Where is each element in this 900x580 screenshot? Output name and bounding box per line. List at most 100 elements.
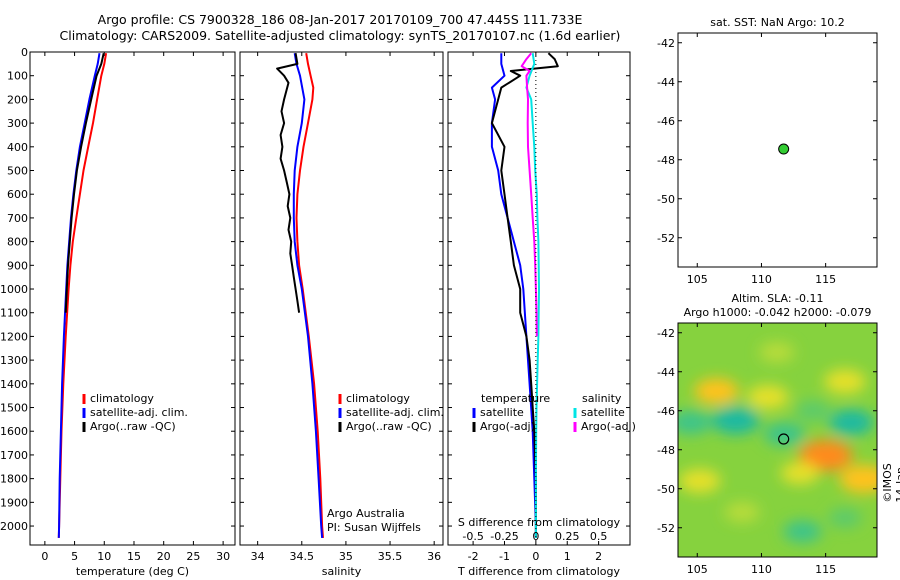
sst-map-title: sat. SST: NaN Argo: 10.2 [710,16,844,29]
depth-tick-label: 0 [21,46,28,59]
imos-stamp-text: ©IMOS 14-Jan-2017 20:41:15 [881,463,900,503]
depth-tick-label: 300 [7,117,28,130]
sla-map-xtick-label: 105 [687,563,708,576]
sst-map-ytick-label: -50 [657,193,675,206]
differences-xtick-label: 2 [595,550,602,563]
sst-map-xtick-label: 115 [815,273,836,286]
sla-feature [724,501,760,523]
differences-x2tick-label: 0.5 [590,530,608,543]
salinity-annotation: Argo Australia [327,507,405,520]
temperature-xtick-label: 15 [127,550,141,563]
salinity-series-line [276,53,301,313]
depth-tick-label: 1900 [0,496,28,509]
temperature-legend-label: Argo(..raw -QC) [90,420,176,433]
sla-feature [711,406,760,435]
salinity-legend-label: satellite-adj. clim. [346,406,444,419]
differences-series-line [490,53,537,538]
sla-map-ytick-label: -44 [657,366,675,379]
plots-layer: 0100200300400500600700800900100011001200… [0,16,878,578]
depth-tick-label: 500 [7,165,28,178]
sst-map-frame [677,32,878,268]
temperature-xtick-label: 20 [157,550,171,563]
differences-x2tick-label: -0.25 [490,530,518,543]
salinity-panel: 34 34.5 35 35.5 36 salinity climatologysatelli… [239,51,444,578]
temperature-frame [29,51,236,546]
differences-legend-label: satellite [581,406,625,419]
salinity-series-line [295,53,324,538]
sla-feature [780,462,820,485]
temperature-xlabel: temperature (deg C) [76,565,189,578]
sst-map-ytick-label: -44 [657,76,675,89]
depth-tick-label: 1100 [0,307,28,320]
differences-series-line [525,53,540,538]
sla-feature [694,378,739,405]
differences-legend-label: Argo(-adj) [480,420,535,433]
sla-map-title: Altim. SLA: -0.11 [731,292,823,305]
differences-xtick-label: 0 [532,550,539,563]
differences-legend-label: Argo(-adj) [581,420,636,433]
sst-map-ytick-label: -48 [657,154,675,167]
differences-xtick-label: -1 [499,550,510,563]
temperature-xtick-label: 25 [186,550,200,563]
salinity-xtick-label: 34.5 [290,550,315,563]
sla-map-xtick-label: 110 [751,563,772,576]
sst-map-ytick-label: -52 [657,232,675,245]
depth-tick-label: 1000 [0,283,28,296]
sla-feature [824,369,866,394]
depth-tick-label: 200 [7,93,28,106]
differences-xlabel: T difference from climatology [457,565,620,578]
depth-tick-label: 1600 [0,425,28,438]
argo-location-marker [778,433,790,445]
sla-feature [783,520,822,543]
depth-tick-label: 2000 [0,520,28,533]
sst-map-ytick-label: -46 [657,115,675,128]
depth-tick-label: 1300 [0,354,28,367]
sla-feature [795,400,831,421]
differences-frame [447,51,631,546]
differences-panel: -2 -1 0 1 2 T difference from climatology -0.5… [447,51,636,578]
sla-feature [828,508,862,528]
differences-series-line [490,52,559,538]
temperature-legend-label: climatology [90,392,154,405]
sla-map-ytick-label: -52 [657,522,675,535]
sla-feature [747,385,789,410]
sla-map-ytick-label: -50 [657,483,675,496]
temperature-xtick-label: 5 [71,550,78,563]
sla-map-frame [677,322,878,558]
salinity-frame [239,51,444,546]
depth-tick-label: 400 [7,141,28,154]
temperature-xtick-label: 30 [216,550,230,563]
sla-map-xtick-label: 115 [815,563,836,576]
depth-tick-label: 1200 [0,330,28,343]
sla-feature [828,409,874,436]
sst-map-xtick-label: 105 [687,273,708,286]
sla-map-ytick-label: -42 [657,327,675,340]
sst-map-xtick-label: 110 [751,273,772,286]
differences-legend-title: salinity [582,392,622,405]
sla-features [678,342,877,543]
sla-feature [759,342,795,363]
depth-tick-label: 700 [7,212,28,225]
temperature-xtick-label: 10 [97,550,111,563]
argo-location-marker [778,143,790,155]
depth-tick-label: 900 [7,259,28,272]
temperature-panel: 0100200300400500600700800900100011001200… [0,46,236,578]
imos-stamp: ©IMOS 14-Jan-2017 20:41:15 [881,453,900,503]
temperature-series-line [64,52,105,313]
depth-tick-label: 1500 [0,402,28,415]
figure-title-line-1: Argo profile: CS 7900328_186 08-Jan-2017… [97,12,583,27]
salinity-xtick-label: 35 [339,550,353,563]
differences-x2tick-label: 0.25 [555,530,580,543]
sla-heatmap [678,323,877,557]
sla-map-ytick-label: -46 [657,405,675,418]
sla-feature [798,440,853,472]
sst-map-ytick-label: -42 [657,37,675,50]
figure-title-line-2: Climatology: CARS2009. Satellite-adjuste… [59,28,621,43]
salinity-legend-label: climatology [346,392,410,405]
differences-series-line [520,52,538,337]
salinity-legend-label: Argo(..raw -QC) [346,420,432,433]
salinity-annotation: PI: Susan Wijffels [327,521,421,534]
differences-xtick-label: 1 [564,550,571,563]
depth-tick-label: 100 [7,70,28,83]
